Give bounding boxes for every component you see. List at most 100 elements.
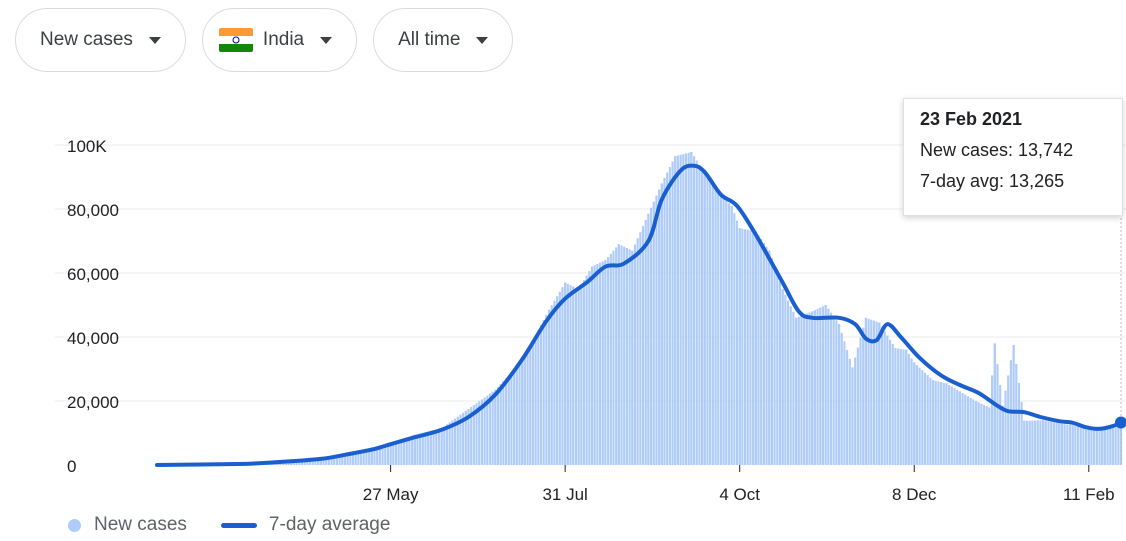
new-cases-bar: [588, 271, 591, 465]
new-cases-bar: [824, 305, 827, 465]
new-cases-bar: [303, 459, 306, 465]
new-cases-bar: [556, 296, 559, 465]
new-cases-bar: [682, 154, 685, 465]
new-cases-bar: [897, 348, 900, 465]
new-cases-bar: [846, 350, 849, 465]
new-cases-bar: [1103, 427, 1106, 465]
new-cases-bar: [590, 266, 594, 465]
new-cases-bar: [883, 331, 886, 465]
new-cases-bar: [419, 433, 422, 465]
new-cases-bar: [617, 244, 620, 465]
new-cases-bar: [620, 245, 623, 465]
new-cases-bar: [958, 391, 961, 465]
new-cases-bar: [950, 386, 953, 465]
tooltip-new-cases: New cases: 13,742: [920, 140, 1074, 160]
new-cases-bar: [607, 257, 610, 465]
new-cases-bar: [797, 316, 800, 465]
new-cases-bar: [698, 164, 701, 465]
new-cases-bar: [346, 453, 349, 465]
new-cases-bar: [757, 235, 760, 465]
new-cases-bar: [1044, 420, 1047, 465]
new-cases-bar: [574, 287, 577, 465]
new-cases-bar: [373, 446, 376, 465]
new-cases-bar: [325, 457, 328, 465]
new-cases-bar: [760, 239, 763, 465]
new-cases-bar: [977, 402, 980, 465]
new-cases-bar: [402, 438, 406, 465]
new-cases-bar: [628, 249, 631, 465]
new-cases-bar: [542, 320, 545, 465]
new-cases-bar: [459, 414, 462, 465]
new-cases-bar: [1033, 420, 1037, 465]
new-cases-bar: [349, 453, 352, 465]
new-cases-bar: [421, 432, 424, 465]
new-cases-bar: [840, 332, 843, 465]
new-cases-bar: [899, 349, 902, 465]
x-tick-label: 31 Jul: [542, 485, 587, 504]
new-cases-bar: [940, 382, 943, 465]
new-cases-bar: [741, 228, 744, 465]
new-cases-bar: [451, 420, 454, 465]
new-cases-bar: [319, 458, 322, 465]
new-cases-bar: [1090, 428, 1093, 465]
new-cases-bar: [601, 261, 604, 465]
new-cases-bar: [870, 319, 873, 465]
new-cases-bar: [1076, 426, 1080, 465]
new-cases-bar: [1012, 345, 1015, 465]
metric-dropdown[interactable]: New cases: [15, 8, 186, 72]
new-cases-bar: [730, 205, 733, 466]
new-cases-bar: [803, 314, 806, 465]
new-cases-bar: [811, 311, 814, 465]
new-cases-bar: [964, 394, 967, 465]
new-cases-bar: [816, 308, 819, 465]
new-cases-bar: [706, 177, 709, 465]
new-cases-bar: [539, 325, 543, 465]
new-cases-bar: [1047, 421, 1050, 465]
new-cases-bar: [1058, 423, 1061, 465]
new-cases-bar: [988, 407, 991, 465]
new-cases-bar: [311, 459, 314, 465]
hover-point: [1115, 416, 1126, 429]
new-cases-bar: [505, 378, 508, 465]
new-cases-bar: [534, 335, 537, 465]
new-cases-bar: [738, 228, 741, 465]
new-cases-bar: [733, 213, 736, 465]
new-cases-bar: [1039, 420, 1042, 465]
new-cases-bar: [397, 441, 400, 465]
y-tick-label: 100K: [67, 137, 107, 156]
india-flag-icon: [218, 28, 253, 52]
new-cases-bar: [891, 343, 894, 465]
new-cases-bar: [722, 197, 725, 466]
new-cases-bar: [580, 284, 583, 465]
range-dropdown[interactable]: All time: [373, 8, 514, 72]
country-dropdown[interactable]: India: [201, 8, 358, 72]
chevron-down-icon: [148, 36, 161, 44]
legend-7-day-average-label: 7-day average: [268, 514, 391, 535]
new-cases-bar: [663, 177, 666, 465]
new-cases-bar: [351, 452, 355, 465]
new-cases-bar: [948, 385, 951, 465]
new-cases-bar: [529, 345, 532, 465]
new-cases-bar: [521, 361, 524, 465]
new-cases-bar: [684, 153, 688, 465]
new-cases-bar: [1117, 422, 1120, 465]
new-cases-bar: [494, 389, 497, 465]
new-cases-bar: [679, 154, 682, 465]
new-cases-bar: [1017, 382, 1021, 465]
new-cases-bar: [778, 281, 782, 465]
new-cases-bar: [550, 305, 553, 465]
new-cases-bar: [518, 363, 521, 465]
new-cases-bar: [1007, 375, 1010, 465]
new-cases-bar: [384, 445, 387, 465]
new-cases-bar: [937, 381, 940, 465]
new-cases-bar: [929, 377, 932, 465]
legend-7-day-average: 7-day average: [220, 514, 391, 536]
new-cases-bar: [496, 386, 500, 465]
new-cases-bar: [625, 248, 628, 465]
new-cases-bar: [360, 450, 363, 465]
new-cases-bar: [641, 226, 645, 465]
new-cases-bar: [343, 454, 347, 465]
new-cases-bar: [510, 372, 513, 465]
new-cases-bar: [389, 444, 392, 465]
